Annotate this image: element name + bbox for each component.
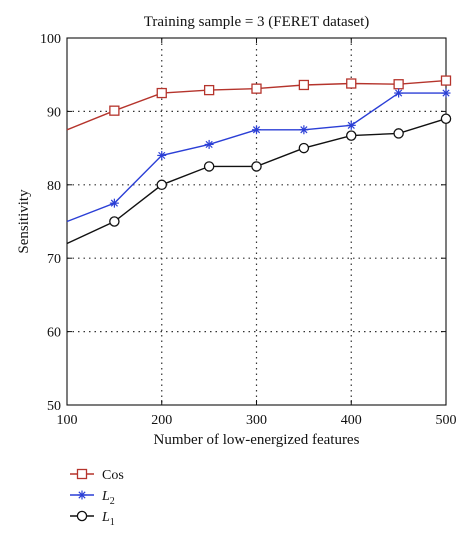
series-point [298, 79, 310, 91]
series-point [298, 142, 310, 154]
axis-ticks: 100 200 300 400 500 50 60 70 80 90 100 [40, 32, 457, 428]
x-tick-label: 200 [151, 413, 172, 428]
series-point [299, 125, 309, 135]
series-point [156, 87, 167, 99]
series-point [393, 79, 404, 90]
y-tick-label: 50 [47, 399, 61, 414]
x-tick-label: 300 [246, 413, 267, 428]
grid-lines [67, 38, 446, 405]
series-point [251, 83, 262, 94]
series-group [66, 75, 452, 245]
legend: Cos L2 L1 [70, 468, 124, 528]
chart-title: Training sample = 3 (FERET dataset) [144, 14, 370, 30]
series-point [394, 88, 404, 98]
series-point [109, 198, 119, 208]
series-point [251, 161, 262, 172]
series-point [109, 216, 120, 227]
series-point [109, 105, 120, 116]
y-tick-label: 60 [47, 326, 61, 341]
legend-item: Cos [70, 468, 124, 483]
legend-marker [76, 468, 88, 480]
series-point [440, 75, 452, 86]
legend-marker [77, 490, 87, 500]
x-tick-label: 400 [341, 413, 362, 428]
series-point [156, 179, 167, 191]
series-line [66, 92, 446, 223]
series-point [393, 128, 404, 139]
x-tick-label: 500 [436, 413, 457, 428]
series-point [157, 150, 167, 160]
series-point [204, 139, 214, 149]
x-tick-label: 100 [57, 413, 78, 428]
series-point [345, 130, 357, 141]
y-axis-label: Sensitivity [16, 189, 32, 254]
legend-marker [76, 510, 88, 522]
series-point [346, 78, 357, 89]
legend-label: L2 [101, 489, 115, 507]
series-point [203, 161, 215, 172]
series-point [346, 120, 356, 130]
series-point [440, 113, 452, 124]
legend-item: L2 [70, 489, 115, 507]
legend-label: Cos [102, 468, 124, 483]
series-point [441, 88, 451, 98]
y-tick-label: 100 [40, 32, 61, 47]
y-tick-label: 80 [47, 179, 61, 194]
legend-label: L1 [101, 510, 115, 528]
series-point [203, 84, 215, 96]
series-point [252, 125, 261, 135]
y-tick-label: 70 [47, 252, 61, 267]
legend-item: L1 [70, 510, 115, 528]
x-axis-label: Number of low-energized features [154, 432, 360, 448]
y-tick-label: 90 [47, 105, 61, 120]
